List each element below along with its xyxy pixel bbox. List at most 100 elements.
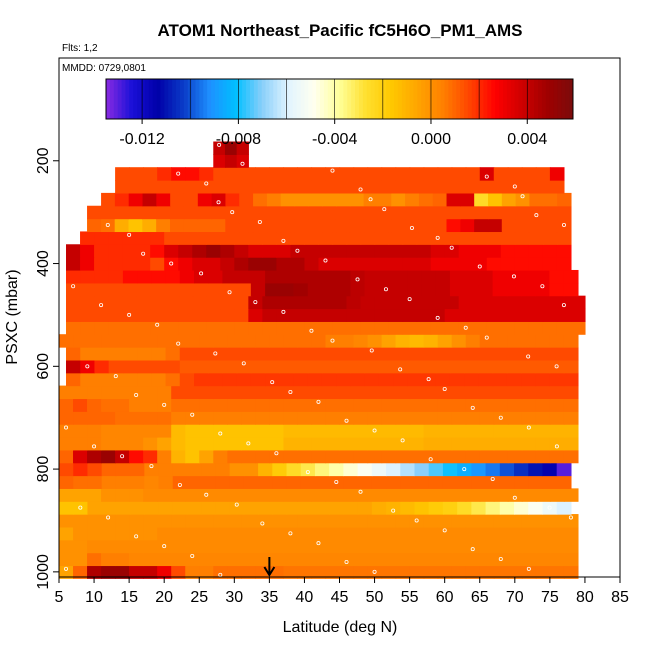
heatmap-cell <box>381 411 397 425</box>
colorbar-swatch <box>495 79 500 119</box>
colorbar-swatch <box>238 79 243 119</box>
heatmap-cell <box>129 398 144 412</box>
observation-point <box>355 277 360 282</box>
heatmap-cell <box>395 180 411 194</box>
heatmap-cell <box>570 321 586 335</box>
heatmap-cell <box>535 269 551 284</box>
heatmap-cell <box>73 501 89 515</box>
heatmap-cell <box>192 295 207 310</box>
heatmap-cell <box>229 462 245 477</box>
heatmap-cell <box>297 539 313 554</box>
heatmap-cell <box>220 257 235 271</box>
heatmap-cell <box>479 167 495 181</box>
heatmap-cell <box>248 295 263 310</box>
heatmap-cell <box>129 565 144 579</box>
heatmap-cell <box>108 372 124 387</box>
heatmap-cell <box>241 552 256 567</box>
heatmap-cell <box>381 167 397 181</box>
heatmap-cell <box>350 269 366 284</box>
heatmap-cell <box>442 475 458 489</box>
heatmap-cell <box>346 295 362 310</box>
heatmap-cell <box>179 359 195 374</box>
heatmap-cell <box>222 269 238 284</box>
heatmap-cell <box>220 231 235 245</box>
heatmap-cell <box>353 539 369 554</box>
heatmap-cell <box>514 462 529 477</box>
heatmap-cell <box>421 282 437 297</box>
heatmap-cell <box>269 180 284 194</box>
heatmap-cell <box>59 501 74 515</box>
heatmap-cell <box>179 269 195 284</box>
heatmap-cell <box>297 514 313 528</box>
heatmap-cell <box>59 552 74 567</box>
heatmap-cell <box>465 539 481 554</box>
heatmap-cell <box>556 231 572 245</box>
heatmap-cell <box>199 565 214 579</box>
heatmap-cell <box>192 231 207 245</box>
heatmap-cell <box>185 180 200 194</box>
heatmap-cell <box>395 552 411 567</box>
heatmap-cell <box>297 411 313 425</box>
heatmap-cell <box>137 282 152 297</box>
heatmap-cell <box>329 462 344 477</box>
heatmap-cell <box>59 565 74 579</box>
heatmap-cell <box>314 475 330 489</box>
heatmap-cell <box>311 398 327 412</box>
heatmap-cell <box>130 475 145 489</box>
heatmap-cell <box>66 269 81 284</box>
heatmap-cell <box>293 359 309 374</box>
heatmap-cell <box>272 462 288 477</box>
heatmap-cell <box>321 269 337 284</box>
heatmap-cell <box>73 411 88 425</box>
colorbar-swatch <box>312 79 317 119</box>
heatmap-cell <box>556 308 572 322</box>
colorbar-swatch <box>129 79 134 119</box>
heatmap-cell <box>150 231 165 245</box>
heatmap-cell <box>307 347 323 361</box>
heatmap-cell <box>225 205 240 220</box>
heatmap-cell <box>563 552 579 567</box>
heatmap-cell <box>381 526 397 541</box>
heatmap-cell <box>374 321 390 335</box>
heatmap-cell <box>66 282 81 297</box>
heatmap-cell <box>234 295 249 310</box>
heatmap-cell <box>143 565 158 579</box>
heatmap-cell <box>332 308 348 322</box>
heatmap-cell <box>108 282 124 297</box>
heatmap-cell <box>241 398 256 412</box>
heatmap-cell <box>197 192 213 207</box>
heatmap-cell <box>213 449 228 464</box>
heatmap-cell <box>563 347 579 361</box>
heatmap-cell <box>87 385 102 400</box>
heatmap-cell <box>143 398 158 412</box>
colorbar-swatch <box>425 79 430 119</box>
heatmap-cell <box>265 347 280 361</box>
heatmap-cell <box>423 449 439 464</box>
heatmap-cell <box>255 436 270 451</box>
heatmap-cell <box>165 359 181 374</box>
heatmap-cell <box>137 359 152 374</box>
observation-point <box>213 351 218 356</box>
heatmap-cell <box>388 257 404 271</box>
heatmap-cell <box>255 552 270 567</box>
heatmap-cell <box>283 180 299 194</box>
heatmap-cell <box>563 514 579 528</box>
heatmap-cell <box>241 514 256 528</box>
heatmap-cell <box>478 359 494 374</box>
heatmap-cell <box>479 526 495 541</box>
heatmap-cell <box>507 385 523 400</box>
observation-point <box>169 261 174 266</box>
heatmap-cell <box>294 205 309 220</box>
heatmap-cell <box>206 295 221 310</box>
heatmap-cell <box>80 359 96 374</box>
colorbar-swatch <box>207 79 212 119</box>
heatmap-cell <box>229 475 245 489</box>
heatmap-cell <box>208 269 224 284</box>
heatmap-cell <box>262 308 277 322</box>
heatmap-cell <box>136 308 151 322</box>
heatmap-cell <box>325 552 341 567</box>
heatmap-cell <box>500 321 516 335</box>
heatmap-cell <box>283 488 299 502</box>
heatmap-cell <box>311 552 327 567</box>
heatmap-cell <box>393 269 408 284</box>
